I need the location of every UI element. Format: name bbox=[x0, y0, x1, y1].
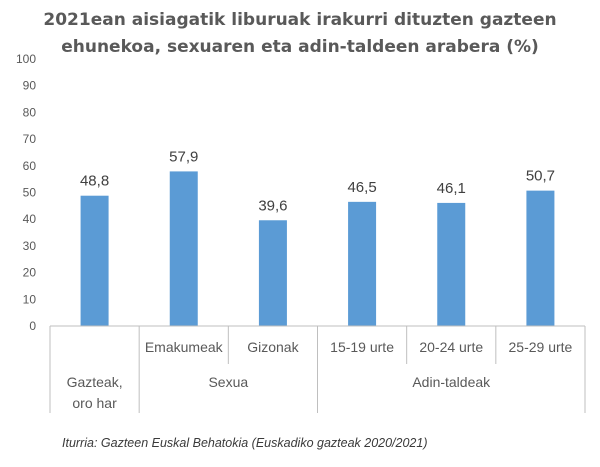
x-group-label: Adin-taldeak bbox=[412, 374, 491, 390]
y-tick-label: 60 bbox=[23, 159, 37, 173]
chart-title-line: 2021ean aisiagatik liburuak irakurri dit… bbox=[43, 10, 556, 30]
bar bbox=[258, 220, 287, 326]
data-label: 46,1 bbox=[437, 180, 466, 197]
data-label: 57,9 bbox=[169, 148, 198, 165]
data-label: 50,7 bbox=[526, 168, 555, 185]
chart-title: 2021ean aisiagatik liburuak irakurri dit… bbox=[43, 10, 556, 57]
y-tick-label: 20 bbox=[23, 266, 37, 280]
bar bbox=[437, 202, 466, 326]
data-label: 48,8 bbox=[80, 173, 109, 190]
y-tick-label: 100 bbox=[16, 52, 36, 66]
bar bbox=[526, 190, 555, 326]
y-tick-label: 90 bbox=[23, 79, 37, 93]
y-tick-label: 30 bbox=[23, 239, 37, 253]
bar bbox=[80, 195, 109, 326]
y-tick-label: 0 bbox=[29, 319, 36, 333]
x-axis: Emakumeak Gizonak 15-19 urte 20-24 urte 25-2… bbox=[49, 325, 586, 413]
x-tick-label: 25-29 urte bbox=[509, 339, 573, 355]
y-tick-label: 70 bbox=[23, 132, 37, 146]
y-tick-label: 10 bbox=[23, 292, 37, 306]
y-tick-label: 40 bbox=[23, 212, 37, 226]
chart-title-line: ehunekoa, sexuaren eta adin-taldeen arab… bbox=[61, 37, 539, 57]
x-tick-label: Gizonak bbox=[247, 339, 299, 355]
x-tick-label: 20-24 urte bbox=[419, 339, 483, 355]
x-group-label: Sexua bbox=[208, 374, 248, 390]
x-tick-label: 15-19 urte bbox=[330, 339, 394, 355]
bar bbox=[348, 201, 377, 326]
bar bbox=[169, 171, 198, 326]
data-label: 39,6 bbox=[258, 197, 287, 214]
y-tick-label: 50 bbox=[23, 186, 37, 200]
bars: 48,8 57,9 39,6 46,5 46,1 50,7 bbox=[80, 148, 555, 326]
source-note: Iturria: Gazteen Euskal Behatokia (Euska… bbox=[62, 436, 428, 450]
y-tick-label: 80 bbox=[23, 105, 37, 119]
x-group-label: Gazteak, bbox=[67, 374, 123, 390]
x-tick-label: Emakumeak bbox=[145, 339, 224, 355]
data-label: 46,5 bbox=[347, 179, 376, 196]
x-group-label: oro har bbox=[72, 395, 117, 411]
y-axis: 0 10 20 30 40 50 60 70 80 90 100 bbox=[16, 52, 36, 333]
